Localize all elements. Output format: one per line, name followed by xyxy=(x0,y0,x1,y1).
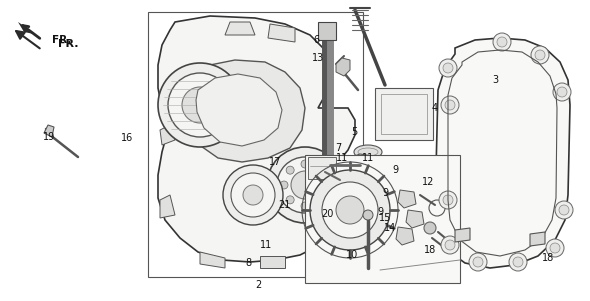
Circle shape xyxy=(439,191,457,209)
Bar xyxy=(308,157,336,179)
Bar xyxy=(375,88,433,140)
Circle shape xyxy=(441,96,459,114)
Circle shape xyxy=(286,166,294,174)
Circle shape xyxy=(336,196,364,224)
Circle shape xyxy=(497,37,507,47)
Polygon shape xyxy=(183,60,305,162)
Polygon shape xyxy=(336,58,350,76)
Text: 5: 5 xyxy=(351,127,357,137)
Circle shape xyxy=(493,33,511,51)
Text: FR.: FR. xyxy=(52,35,71,45)
Text: 3: 3 xyxy=(492,75,498,85)
Text: 20: 20 xyxy=(321,209,333,219)
Circle shape xyxy=(267,147,343,223)
Polygon shape xyxy=(160,195,175,218)
Circle shape xyxy=(243,185,263,205)
Text: FR.: FR. xyxy=(58,39,78,49)
Circle shape xyxy=(509,253,527,271)
Circle shape xyxy=(316,166,324,174)
Circle shape xyxy=(291,171,319,199)
Text: 21: 21 xyxy=(278,200,290,210)
Text: 6: 6 xyxy=(313,35,319,45)
Text: 12: 12 xyxy=(422,177,434,187)
Circle shape xyxy=(555,201,573,219)
Polygon shape xyxy=(406,210,424,228)
Text: 2: 2 xyxy=(255,280,261,290)
Polygon shape xyxy=(160,125,175,145)
Circle shape xyxy=(280,181,288,189)
Circle shape xyxy=(322,182,378,238)
Polygon shape xyxy=(398,190,416,208)
Text: 11: 11 xyxy=(260,240,272,250)
Text: 9: 9 xyxy=(392,165,398,175)
Text: 15: 15 xyxy=(379,213,391,223)
Circle shape xyxy=(168,73,232,137)
Circle shape xyxy=(322,181,330,189)
Polygon shape xyxy=(18,22,42,40)
Bar xyxy=(148,12,363,277)
Polygon shape xyxy=(435,38,570,268)
Text: 8: 8 xyxy=(245,258,251,268)
Polygon shape xyxy=(338,154,390,178)
Circle shape xyxy=(550,243,560,253)
Circle shape xyxy=(443,195,453,205)
Text: 18: 18 xyxy=(424,245,436,255)
Ellipse shape xyxy=(354,145,382,159)
Circle shape xyxy=(316,196,324,204)
Ellipse shape xyxy=(353,160,371,170)
Polygon shape xyxy=(158,16,355,262)
Text: 11: 11 xyxy=(362,153,374,163)
Circle shape xyxy=(223,165,283,225)
Polygon shape xyxy=(260,256,285,268)
Circle shape xyxy=(158,63,242,147)
Bar xyxy=(381,94,427,134)
Text: 13: 13 xyxy=(312,53,324,63)
Circle shape xyxy=(443,63,453,73)
Polygon shape xyxy=(225,22,255,35)
Text: 18: 18 xyxy=(542,253,554,263)
Text: 10: 10 xyxy=(346,250,358,260)
Text: 9: 9 xyxy=(382,188,388,198)
Circle shape xyxy=(546,239,564,257)
Circle shape xyxy=(473,257,483,267)
Circle shape xyxy=(445,240,455,250)
Circle shape xyxy=(441,236,459,254)
Text: 11: 11 xyxy=(336,153,348,163)
Polygon shape xyxy=(455,228,470,242)
Circle shape xyxy=(469,253,487,271)
Text: 17: 17 xyxy=(269,157,281,167)
Text: 16: 16 xyxy=(121,133,133,143)
Polygon shape xyxy=(268,24,295,42)
Bar xyxy=(318,22,336,40)
Circle shape xyxy=(559,205,569,215)
Circle shape xyxy=(513,257,523,267)
Polygon shape xyxy=(44,125,54,137)
Circle shape xyxy=(301,160,309,168)
Circle shape xyxy=(445,100,455,110)
Circle shape xyxy=(286,196,294,204)
Circle shape xyxy=(535,50,545,60)
Text: 9: 9 xyxy=(377,207,383,217)
Circle shape xyxy=(553,83,571,101)
Text: 4: 4 xyxy=(432,103,438,113)
Polygon shape xyxy=(530,232,545,246)
Circle shape xyxy=(310,170,390,250)
Circle shape xyxy=(301,202,309,210)
Text: 14: 14 xyxy=(384,223,396,233)
Polygon shape xyxy=(200,252,225,268)
Text: 7: 7 xyxy=(335,143,341,153)
Circle shape xyxy=(363,210,373,220)
Circle shape xyxy=(531,46,549,64)
Polygon shape xyxy=(196,74,282,146)
Circle shape xyxy=(231,173,275,217)
Circle shape xyxy=(557,87,567,97)
Bar xyxy=(305,155,460,283)
Circle shape xyxy=(439,59,457,77)
Circle shape xyxy=(277,157,333,213)
Polygon shape xyxy=(396,227,414,245)
Circle shape xyxy=(424,222,436,234)
Circle shape xyxy=(182,87,218,123)
Text: 19: 19 xyxy=(43,132,55,142)
